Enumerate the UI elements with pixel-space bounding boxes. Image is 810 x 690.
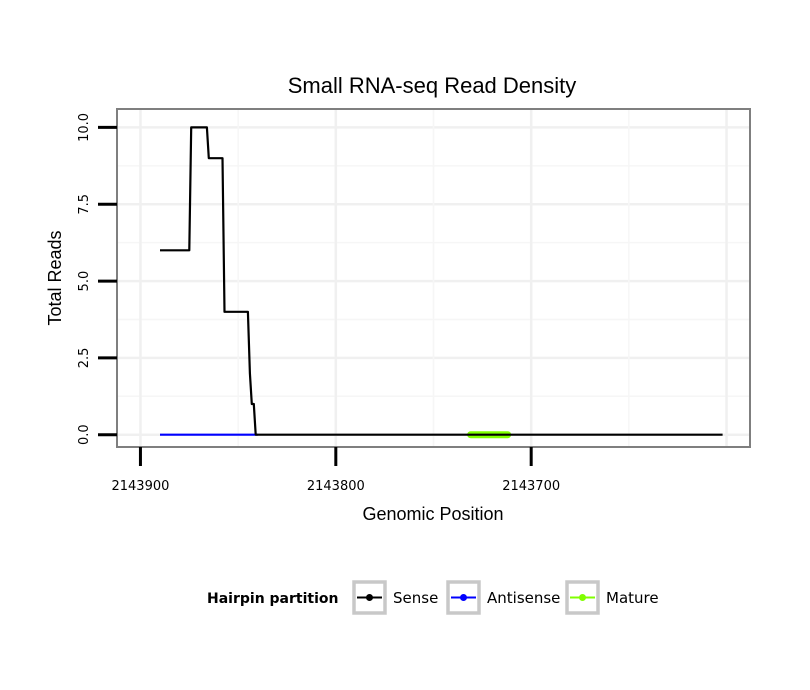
y-tick-label: 7.5 [77, 194, 92, 215]
legend: Hairpin partition Sense Antisense Mature [207, 580, 659, 615]
legend-item-sense: Sense [352, 580, 438, 615]
legend-label: Sense [393, 589, 438, 607]
data-series [160, 126, 723, 439]
legend-label: Mature [606, 589, 659, 607]
plot-panel-border [116, 108, 751, 448]
legend-title: Hairpin partition [207, 591, 338, 607]
x-tick-label: 2143900 [111, 479, 169, 494]
x-axis-title: Genomic Position [362, 504, 503, 524]
legend-label: Antisense [487, 589, 560, 607]
x-tick-label: 2143700 [502, 479, 560, 494]
y-tick-label: 0.0 [77, 424, 92, 445]
y-axis: 0.0 2.5 5.0 7.5 10.0 [77, 113, 117, 445]
y-tick-label: 10.0 [77, 113, 92, 142]
x-axis: 2143900 2143800 2143700 [111, 447, 560, 494]
chart-title: Small RNA-seq Read Density [288, 73, 577, 98]
x-tick-label: 2143800 [307, 479, 365, 494]
y-axis-title: Total Reads [45, 230, 65, 325]
legend-item-antisense: Antisense [446, 580, 560, 615]
legend-key-box [446, 580, 481, 615]
legend-key-point [366, 594, 373, 601]
y-tick-label: 5.0 [77, 271, 92, 292]
legend-item-mature: Mature [565, 580, 659, 615]
grid-lines [117, 109, 750, 447]
legend-key-point [579, 594, 586, 601]
y-tick-label: 2.5 [77, 348, 92, 369]
series-line-sense [160, 126, 723, 436]
legend-key-point [460, 594, 467, 601]
